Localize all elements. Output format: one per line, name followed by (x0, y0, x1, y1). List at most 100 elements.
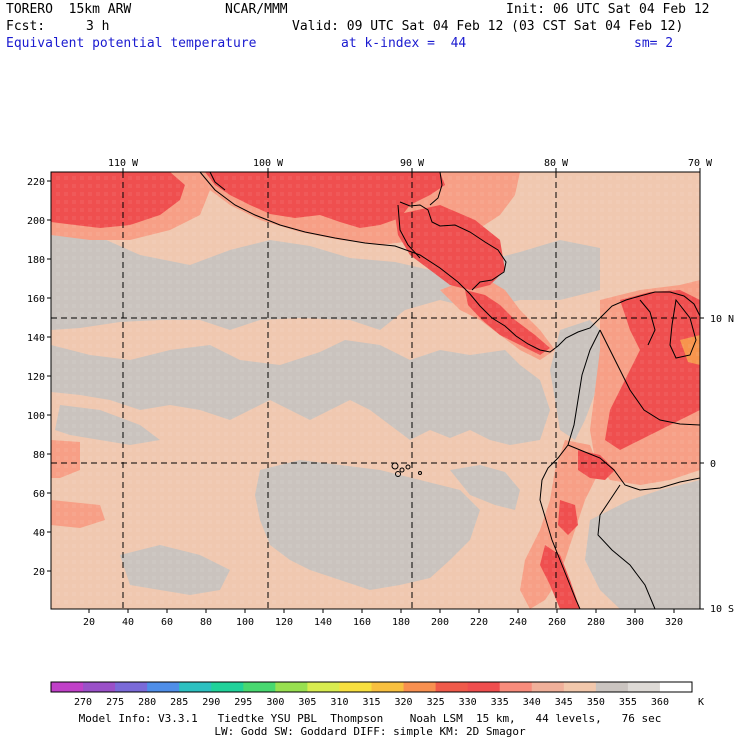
x-tick-label: 80 (200, 617, 212, 628)
color-bar-label: 285 (170, 697, 188, 708)
theta-e-field (51, 172, 700, 609)
color-bar-swatch (339, 682, 372, 692)
color-bar-swatch (211, 682, 244, 692)
x-tick-label: 200 (431, 617, 449, 628)
color-bar-label: 325 (427, 697, 445, 708)
color-bar-swatch (179, 682, 212, 692)
color-bar-swatch (467, 682, 501, 692)
x-tick-label: 300 (626, 617, 644, 628)
color-bar-swatch (275, 682, 308, 692)
longitude-labels: 110 W 100 W 90 W 80 W 70 W (108, 158, 713, 169)
color-bar-swatch (83, 682, 116, 692)
x-tick-label: 140 (314, 617, 332, 628)
y-tick-label: 120 (27, 372, 45, 383)
color-bar-label: 335 (491, 697, 509, 708)
map-frame (50, 171, 701, 610)
level-info: at k-index = 44 (341, 36, 467, 51)
color-bar-swatch (627, 682, 661, 692)
y-tick-label: 220 (27, 177, 45, 188)
color-bar-swatch (243, 682, 276, 692)
lat-label: 10 N (710, 314, 734, 325)
color-bar-swatch (563, 682, 597, 692)
color-bar-swatch (435, 682, 469, 692)
color-bar-swatch (499, 682, 533, 692)
y-tick-label: 140 (27, 333, 45, 344)
color-bar-swatch (307, 682, 340, 692)
x-tick-label: 40 (122, 617, 134, 628)
coastlines (199, 172, 700, 609)
color-bar-swatch (115, 682, 148, 692)
forecast-hour: 3 h (86, 19, 110, 34)
lon-label: 90 W (400, 158, 425, 169)
model-info-line2: LW: Godd SW: Goddard DIFF: simple KM: 2D… (214, 725, 526, 738)
color-bar (50, 681, 693, 693)
color-bar-label: 360 (651, 697, 669, 708)
x-tick-label: 100 (236, 617, 254, 628)
x-tick-label: 240 (509, 617, 527, 628)
forecast-label: Fcst: (6, 19, 46, 34)
color-bar-label: 275 (106, 697, 124, 708)
x-tick-label: 260 (548, 617, 566, 628)
lat-label: 10 S (710, 604, 734, 615)
smoothing-info: sm= 2 (634, 36, 674, 51)
x-tick-label: 280 (587, 617, 605, 628)
y-tick-label: 20 (33, 567, 45, 578)
color-bar-labels: 270 275 280 285 290 295 300 305 310 315 320 325 330 3… (74, 697, 669, 708)
y-tick-label: 60 (33, 489, 45, 500)
lon-label: 100 W (253, 158, 284, 169)
color-bar-swatch (371, 682, 405, 692)
color-bar-swatch (403, 682, 437, 692)
pixel-texture (51, 172, 700, 609)
lon-label: 110 W (108, 158, 139, 169)
y-tick-label: 100 (27, 411, 45, 422)
axis-ticks (47, 168, 704, 613)
model-title: TORERO 15km ARW (6, 2, 132, 17)
y-tick-label: 200 (27, 216, 45, 227)
color-bar-label: 290 (202, 697, 220, 708)
color-bar-swatch (531, 682, 565, 692)
x-tick-label: 220 (470, 617, 488, 628)
y-tick-label: 160 (27, 294, 45, 305)
x-tick-label: 60 (161, 617, 173, 628)
center-label: NCAR/MMM (225, 2, 288, 17)
x-tick-label: 320 (665, 617, 683, 628)
latitude-labels: 10 N 0 10 S (710, 314, 734, 615)
init-time: Init: 06 UTC Sat 04 Feb 12 (506, 2, 710, 17)
color-bar-label: 345 (555, 697, 573, 708)
color-bar-label: 330 (459, 697, 477, 708)
x-tick-label: 180 (392, 617, 410, 628)
lon-label: 70 W (688, 158, 713, 169)
color-bar-label: 295 (234, 697, 252, 708)
model-info-line1: Model Info: V3.3.1 Tiedtke YSU PBL Thomp… (78, 712, 662, 725)
x-tick-label: 160 (353, 617, 371, 628)
color-bar-label: 270 (74, 697, 92, 708)
color-bar-label: 340 (523, 697, 541, 708)
color-bar-label: 305 (298, 697, 316, 708)
color-bar-label: 300 (266, 697, 284, 708)
color-bar-label: 350 (587, 697, 605, 708)
color-bar-label: 310 (330, 697, 348, 708)
lon-label: 80 W (544, 158, 569, 169)
lat-lon-grid (51, 172, 700, 609)
y-tick-label: 80 (33, 450, 45, 461)
color-bar-label: 280 (138, 697, 156, 708)
x-tick-label: 120 (275, 617, 293, 628)
x-tick-label: 20 (83, 617, 95, 628)
y-tick-label: 180 (27, 255, 45, 266)
color-bar-swatch (147, 682, 180, 692)
field-name: Equivalent potential temperature (6, 36, 257, 51)
color-bar-swatch (659, 682, 693, 692)
color-bar-label: 315 (362, 697, 380, 708)
color-bar-label: 320 (395, 697, 413, 708)
color-bar-swatch (51, 682, 84, 692)
x-tick-labels: 20 40 60 80 100 120 140 160 180 200 220 … (83, 617, 683, 628)
color-bar-unit: K (698, 697, 704, 708)
color-bar-swatch (595, 682, 629, 692)
valid-time: Valid: 09 UTC Sat 04 Feb 12 (03 CST Sat … (292, 19, 684, 34)
color-bar-border (50, 681, 693, 693)
color-bar-label: 355 (619, 697, 637, 708)
y-tick-labels: 220 200 180 160 140 120 100 80 60 40 20 (27, 177, 45, 578)
y-tick-label: 40 (33, 528, 45, 539)
lat-label: 0 (710, 459, 716, 470)
